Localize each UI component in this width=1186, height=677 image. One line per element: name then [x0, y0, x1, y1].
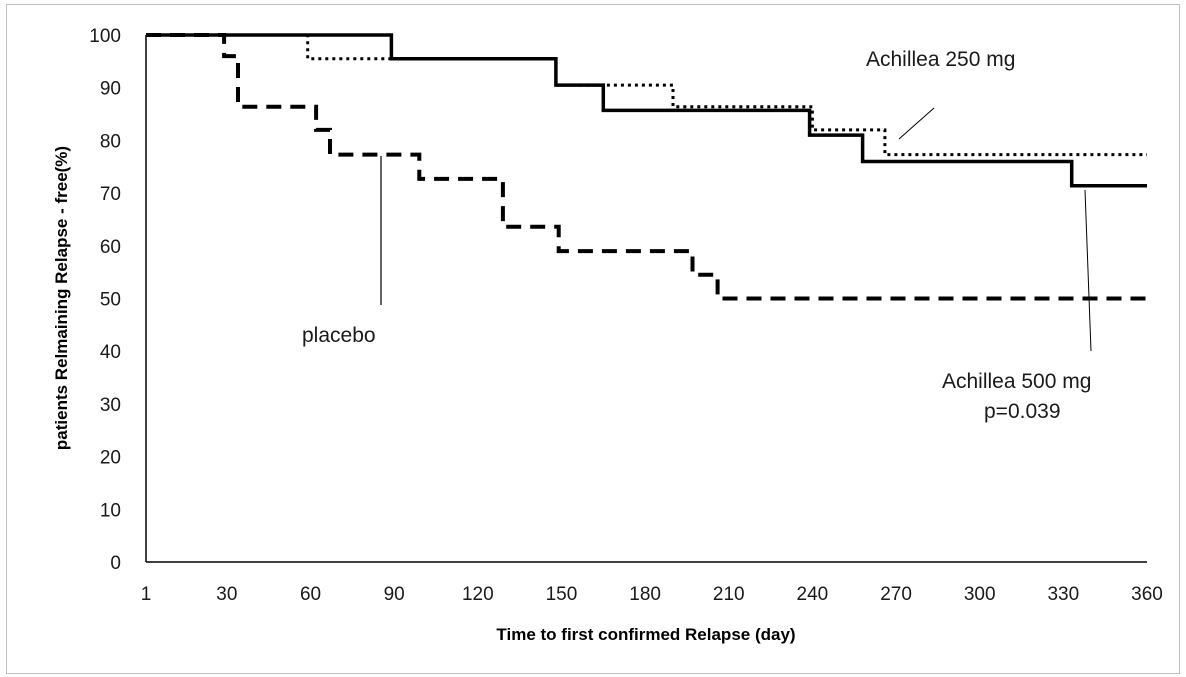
y-tick-label: 80: [100, 131, 121, 152]
x-tick-label: 30: [216, 584, 237, 605]
y-tick-label: 60: [100, 237, 121, 258]
y-tick-label: 100: [89, 26, 121, 47]
y-tick-label: 70: [100, 184, 121, 205]
annotation-achillea-500: Achillea 500 mg: [942, 370, 1091, 393]
x-tick-label: 120: [462, 584, 494, 605]
leader-achillea-250: [898, 107, 935, 140]
x-tick-label: 210: [713, 584, 745, 605]
axes: [145, 35, 1147, 563]
annotations: Achillea 250 mg placebo Achillea 500 mg …: [302, 48, 1091, 423]
x-tick-label: 150: [546, 584, 578, 605]
y-tick-label: 40: [100, 342, 121, 363]
y-tick-labels: 0 10 20 30 40 50 60 70 80 90 100: [89, 26, 121, 574]
x-tick-label: 360: [1131, 584, 1163, 605]
x-tick-label: 330: [1047, 584, 1079, 605]
y-tick-label: 90: [100, 79, 121, 100]
annotation-p-value: p=0.039: [984, 400, 1061, 423]
series-lines: [146, 33, 1147, 301]
x-tick-label: 270: [880, 584, 912, 605]
x-tick-label: 300: [964, 584, 996, 605]
series-line-placebo: [146, 33, 1147, 301]
y-tick-label: 0: [110, 553, 121, 574]
y-tick-label: 30: [100, 395, 121, 416]
y-tick-label: 10: [100, 500, 121, 521]
annotation-placebo: placebo: [302, 324, 376, 347]
x-tick-label: 240: [797, 584, 829, 605]
x-tick-label: 180: [629, 584, 661, 605]
x-tick-label: 1: [141, 584, 152, 605]
annotation-leaders: [380, 107, 1092, 352]
leader-achillea-500: [1084, 189, 1092, 352]
y-tick-label: 50: [100, 290, 121, 311]
y-tick-label: 20: [100, 448, 121, 469]
x-tick-labels: 1 30 60 90 120 150 180 210 240 270 300 330 360: [141, 584, 1163, 605]
y-axis-title: patients Relmaining Relapse - free(%): [52, 146, 71, 450]
x-tick-label: 60: [300, 584, 321, 605]
x-tick-label: 90: [384, 584, 405, 605]
x-axis-title: Time to first confirmed Relapse (day): [496, 625, 795, 644]
annotation-achillea-250: Achillea 250 mg: [866, 48, 1015, 71]
